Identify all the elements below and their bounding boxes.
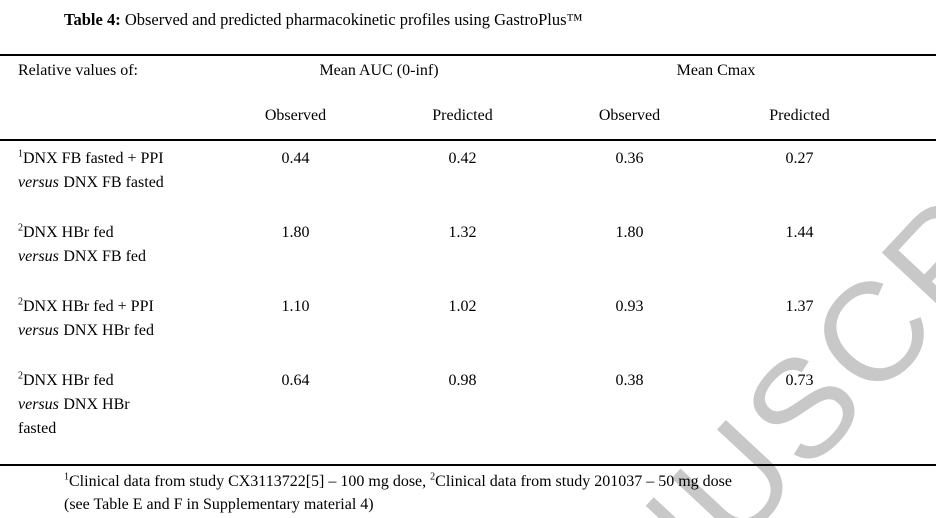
value-auc-observed: 1.80 — [281, 224, 310, 241]
value-cmax-observed: 1.80 — [615, 224, 644, 241]
table-footnote: 1Clinical data from study CX3113722[5] –… — [64, 470, 924, 516]
footnote-marker: 1 — [64, 471, 69, 483]
value-cmax-observed: 0.36 — [615, 150, 644, 167]
row-label-line2: versus DNX HBr fed — [18, 322, 155, 339]
row-label: 2DNX HBr fed versus DNX FB fed — [18, 221, 212, 269]
table-caption-label: Table 4: — [64, 10, 121, 29]
corner-header: Relative values of: — [18, 62, 138, 79]
empty-corner-cell — [18, 104, 212, 128]
footnote-marker: 2 — [18, 370, 23, 382]
table-row: 2DNX HBr fed + PPI versus DNX HBr fed 1.1… — [18, 295, 886, 369]
rule-header-bottom — [0, 139, 936, 141]
table-row: 1DNX FB fasted + PPI versus DNX FB fasted… — [18, 147, 886, 221]
row-label-line1: 2DNX HBr fed — [18, 222, 114, 241]
row-label: 2DNX HBr fed versus DNX HBr fasted — [18, 369, 212, 441]
value-auc-observed: 0.64 — [281, 372, 310, 389]
row-label-line1: 1DNX FB fasted + PPI — [18, 148, 164, 167]
value-cmax-predicted: 0.73 — [785, 372, 814, 389]
header-row-groups: Relative values of: Mean AUC (0-inf) Mea… — [18, 62, 918, 80]
footnote-marker: 2 — [18, 296, 23, 308]
footnote-marker: 1 — [18, 148, 23, 160]
table-caption: Table 4: Observed and predicted pharmaco… — [64, 10, 583, 30]
row-label-line2: versus DNX FB fasted — [18, 174, 164, 191]
footnote-line-1: 1Clinical data from study CX3113722[5] –… — [64, 471, 732, 490]
value-cmax-predicted: 0.27 — [785, 150, 814, 167]
footnote-marker: 2 — [430, 471, 436, 483]
value-auc-predicted: 1.32 — [448, 224, 477, 241]
rule-table-bottom — [0, 464, 936, 466]
value-cmax-predicted: 1.44 — [785, 224, 814, 241]
value-cmax-predicted: 1.37 — [785, 298, 814, 315]
subheader-auc-predicted: Predicted — [432, 107, 493, 124]
table-row: 2DNX HBr fed versus DNX HBr fasted 0.64 0… — [18, 369, 886, 443]
table-body: 1DNX FB fasted + PPI versus DNX FB fasted… — [18, 147, 886, 443]
footnote-marker: 2 — [18, 222, 23, 234]
value-cmax-observed: 0.38 — [615, 372, 644, 389]
footnote-line-2: (see Table E and F in Supplementary mate… — [64, 496, 374, 513]
row-label: 2DNX HBr fed + PPI versus DNX HBr fed — [18, 295, 212, 343]
table-caption-text: Observed and predicted pharmacokinetic p… — [124, 10, 583, 29]
row-label-line1: 2DNX HBr fed — [18, 370, 114, 389]
subheader-cmax-predicted: Predicted — [769, 107, 830, 124]
value-auc-predicted: 1.02 — [448, 298, 477, 315]
row-label-line2: versus DNX HBr — [18, 396, 130, 413]
subheader-auc-observed: Observed — [264, 107, 327, 124]
row-label-line3: fasted — [18, 420, 57, 437]
table-row: 2DNX HBr fed versus DNX FB fed 1.80 1.32 … — [18, 221, 886, 295]
header-row-sub: Observed Predicted Observed Predicted — [18, 104, 918, 128]
value-auc-predicted: 0.98 — [448, 372, 477, 389]
rule-top — [0, 54, 936, 56]
row-label-line1: 2DNX HBr fed + PPI — [18, 296, 154, 315]
value-auc-observed: 1.10 — [281, 298, 310, 315]
row-label-line2: versus DNX FB fed — [18, 248, 147, 265]
row-label: 1DNX FB fasted + PPI versus DNX FB fasted — [18, 147, 212, 195]
group-header-mean-cmax: Mean Cmax — [676, 62, 756, 79]
value-auc-predicted: 0.42 — [448, 150, 477, 167]
subheader-cmax-observed: Observed — [598, 107, 661, 124]
value-cmax-observed: 0.93 — [615, 298, 644, 315]
value-auc-observed: 0.44 — [281, 150, 310, 167]
group-header-mean-auc: Mean AUC (0-inf) — [319, 62, 439, 79]
